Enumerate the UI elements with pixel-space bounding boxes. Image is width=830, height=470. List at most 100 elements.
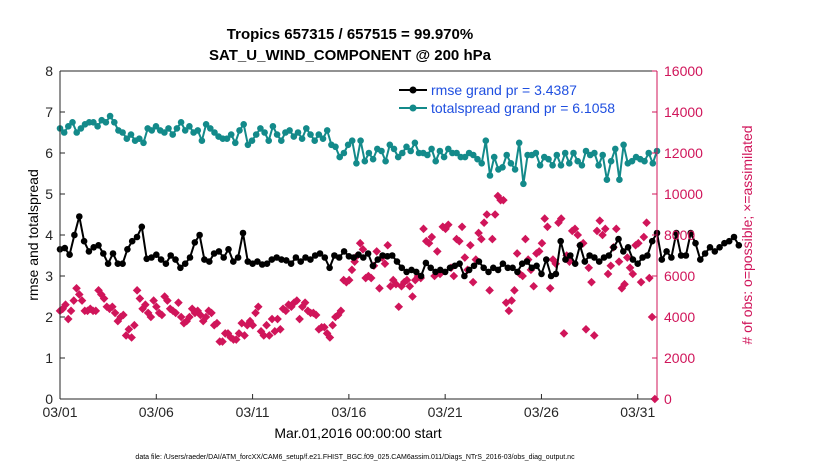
totalspread-point <box>507 160 515 167</box>
obs-point <box>477 234 486 244</box>
rmse-point <box>595 258 603 265</box>
rmse-point <box>624 244 632 251</box>
obs-point <box>438 222 448 232</box>
y2-axis-label: # of obs: o=possible; ×=assimilated <box>739 125 755 344</box>
rmse-point <box>571 260 579 268</box>
rmse-point <box>581 258 589 265</box>
totalspread-point <box>169 131 176 138</box>
rmse-point <box>95 242 102 249</box>
rmse-point <box>629 256 637 263</box>
obs-point <box>278 304 288 314</box>
rmse-point <box>157 256 165 263</box>
rmse-point <box>225 246 232 253</box>
totalspread-point <box>140 139 147 147</box>
obs-point <box>485 286 494 295</box>
rmse-point <box>504 264 512 272</box>
obs-point <box>421 236 431 246</box>
rmse-point <box>104 260 112 268</box>
rmse-point <box>196 231 203 239</box>
totalspread-point <box>102 119 110 126</box>
rmse-point <box>119 260 126 268</box>
obs-point <box>507 296 516 305</box>
obs-point <box>113 316 123 326</box>
rmse-point <box>465 266 473 274</box>
obs-point <box>99 294 109 303</box>
rmse-point <box>735 242 743 249</box>
totalspread-point <box>582 147 590 155</box>
obs-point <box>545 284 555 293</box>
obs-point <box>581 325 591 334</box>
obs-point <box>521 234 530 244</box>
obs-point <box>614 257 624 266</box>
totalspread-point <box>620 141 627 149</box>
obs-point <box>625 263 635 273</box>
rmse-point <box>326 264 333 272</box>
legend-rmse-label: rmse grand pr = 3.4387 <box>431 82 577 98</box>
obs-point <box>333 310 343 320</box>
totalspread-point <box>436 147 444 155</box>
obs-point <box>198 316 208 326</box>
rmse-point <box>71 231 78 239</box>
obs-point <box>237 318 247 328</box>
totalspread-point <box>294 129 302 136</box>
rmse-point <box>634 260 641 268</box>
rmse-point <box>523 258 531 265</box>
obs-point <box>455 236 464 246</box>
rmse-point <box>162 260 170 268</box>
rmse-point <box>124 246 131 253</box>
totalspread-point <box>198 137 206 144</box>
obs-point <box>132 286 142 295</box>
totalspread-point <box>340 149 348 157</box>
totalspread-point <box>353 160 360 167</box>
rmse-point <box>85 248 93 255</box>
obs-point <box>468 277 478 287</box>
obs-point <box>143 308 153 318</box>
x-tick-label: 03/26 <box>524 404 559 420</box>
rmse-point <box>644 252 651 259</box>
left-ticks: 0 1 2 3 4 5 6 7 8 <box>45 63 65 407</box>
rmse-point <box>177 264 184 272</box>
rmse-point <box>220 254 227 261</box>
totalspread-point <box>298 135 306 142</box>
obs-point <box>300 298 310 307</box>
rmse-point <box>215 248 223 255</box>
legend-rmse-marker <box>409 86 417 94</box>
rmse-point <box>181 260 189 268</box>
totalspread-point <box>119 129 126 136</box>
y2-tick-label: 12000 <box>664 145 703 161</box>
totalspread-point <box>361 157 369 165</box>
obs-point <box>636 277 646 287</box>
legend-totalspread-label: totalspread grand pr = 6.1058 <box>431 100 615 116</box>
obs-point <box>245 316 255 326</box>
obs-point <box>432 247 442 256</box>
obs-point <box>386 281 395 291</box>
rmse-point <box>398 264 406 272</box>
obs-point <box>595 216 605 225</box>
rmse-point <box>552 270 560 278</box>
obs-point <box>163 296 172 305</box>
totalspread-point <box>257 125 264 132</box>
obs-point <box>482 210 492 219</box>
totalspread-point <box>453 149 460 157</box>
obs-point <box>127 333 136 342</box>
totalspread-point <box>265 137 273 144</box>
x-tick-label: 03/31 <box>620 404 655 420</box>
y2-tick-label: 6000 <box>664 268 695 284</box>
legend: rmse grand pr = 3.4387 totalspread grand… <box>399 82 615 116</box>
totalspread-point <box>311 137 319 144</box>
rmse-point <box>206 258 213 265</box>
y-tick-label: 7 <box>45 104 53 120</box>
totalspread-point <box>261 129 268 136</box>
totalspread-point <box>106 112 114 120</box>
obs-point <box>240 331 249 340</box>
rmse-point <box>605 252 613 259</box>
obs-point <box>336 306 346 316</box>
y2-tick-label: 0 <box>664 391 672 407</box>
obs-point <box>570 224 580 234</box>
y2-tick-label: 8000 <box>664 227 695 243</box>
obs-point <box>592 226 602 236</box>
totalspread-point <box>240 121 247 128</box>
rmse-point <box>562 256 569 263</box>
data-file-footer: data file: /Users/raeder/DAI/ATM_forcXX/… <box>135 454 575 461</box>
obs-point <box>273 314 282 324</box>
